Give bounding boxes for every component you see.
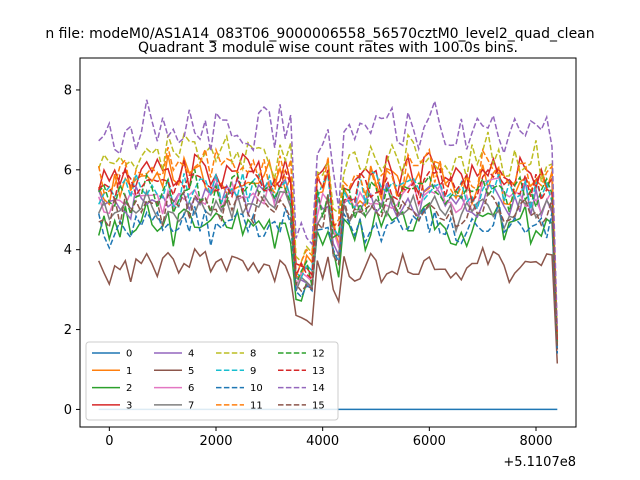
legend-label: 9 <box>250 366 256 377</box>
legend-label: 5 <box>188 366 194 377</box>
legend-label: 14 <box>312 383 325 394</box>
series-line-14 <box>98 98 559 330</box>
series-line-5 <box>98 245 559 364</box>
y-tick-label: 0 <box>64 403 72 418</box>
x-tick-label: 0 <box>105 434 113 449</box>
legend-label: 13 <box>312 366 325 377</box>
legend-label: 7 <box>188 400 194 411</box>
legend-label: 15 <box>312 400 325 411</box>
series-line-11 <box>97 146 559 338</box>
legend-label: 1 <box>126 366 132 377</box>
chart-suptitle: n file: modeM0/AS1A14_083T06_9000006558_… <box>45 26 594 42</box>
y-tick-label: 6 <box>64 163 72 178</box>
chart-title: Quadrant 3 module wise count rates with … <box>138 40 518 56</box>
x-offset-label: +5.1107e8 <box>503 455 576 470</box>
x-axis: 0 2000 4000 6000 8000 <box>105 427 553 449</box>
y-tick-label: 8 <box>64 83 72 98</box>
series-line-13 <box>98 167 559 342</box>
legend-label: 6 <box>188 383 194 394</box>
x-tick-label: 6000 <box>413 434 446 449</box>
legend-label: 3 <box>126 400 132 411</box>
legend-label: 2 <box>126 383 132 394</box>
series-line-10 <box>97 201 559 354</box>
y-axis: 0 2 4 6 8 <box>64 83 80 418</box>
legend-label: 12 <box>312 349 325 360</box>
series-line-2 <box>97 201 559 346</box>
x-tick-label: 2000 <box>199 434 232 449</box>
y-tick-label: 2 <box>64 323 72 338</box>
x-tick-label: 8000 <box>519 434 552 449</box>
x-tick-label: 4000 <box>306 434 339 449</box>
legend-label: 11 <box>250 400 263 411</box>
legend-label: 8 <box>250 349 256 360</box>
series-layer <box>97 98 559 411</box>
legend-label: 4 <box>188 349 194 360</box>
legend-label: 10 <box>250 383 263 394</box>
y-tick-label: 4 <box>64 243 72 258</box>
legend-label: 0 <box>126 349 132 360</box>
series-line-15 <box>98 188 559 350</box>
legend-box <box>85 341 339 421</box>
plot-area-frame <box>79 57 577 428</box>
